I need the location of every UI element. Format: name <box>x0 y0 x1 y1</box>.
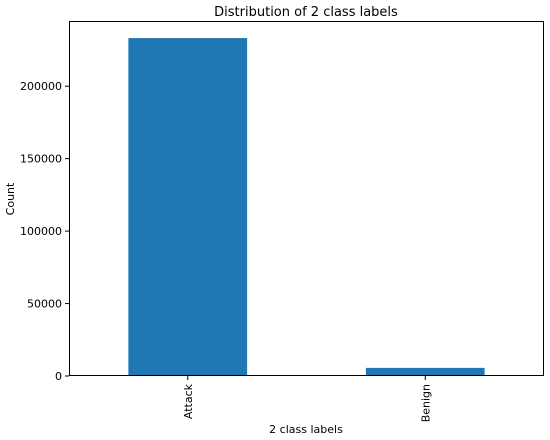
y-axis-ticks: 0 50000 100000 150000 200000 <box>20 80 69 383</box>
y-tick-label: 100000 <box>20 225 62 238</box>
y-tick-label: 150000 <box>20 153 62 166</box>
x-tick-label: Attack <box>182 383 195 419</box>
x-tick-label: Benign <box>419 384 432 422</box>
x-axis-ticks: Attack Benign <box>182 376 432 422</box>
bar-attack <box>128 38 248 376</box>
y-tick-label: 200000 <box>20 80 62 93</box>
chart-title: Distribution of 2 class labels <box>214 5 398 20</box>
y-tick-label: 0 <box>55 370 62 383</box>
bar-benign <box>365 367 485 376</box>
y-tick-label: 50000 <box>27 298 62 311</box>
plot-area-frame <box>69 21 544 376</box>
bars-group <box>128 38 485 376</box>
x-axis-label: 2 class labels <box>269 423 343 436</box>
y-axis-label: Count <box>4 182 17 215</box>
